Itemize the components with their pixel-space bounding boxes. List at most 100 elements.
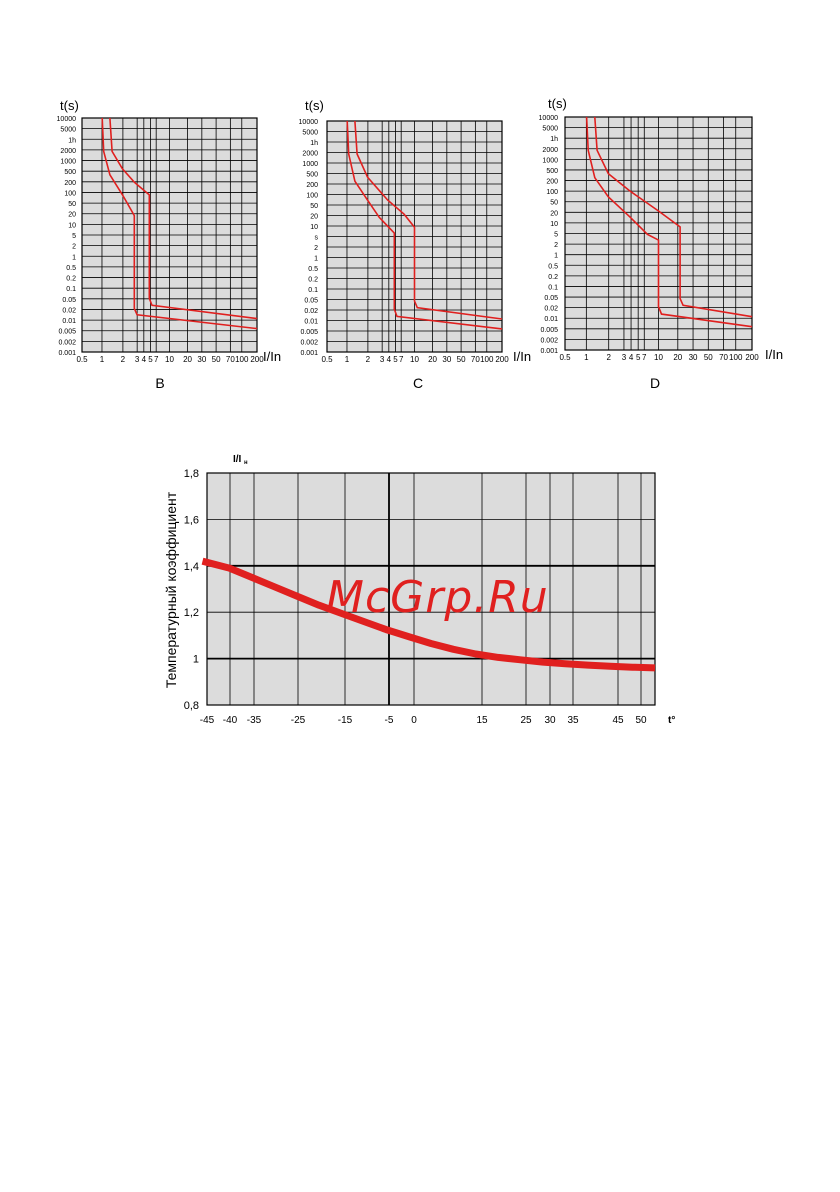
y-axis-title: Температурный коэффициент bbox=[163, 491, 179, 688]
y-tick-label: 0.5 bbox=[66, 265, 76, 272]
y-tick-label: 0.2 bbox=[308, 277, 318, 284]
y-tick-label: 0.02 bbox=[304, 308, 318, 315]
y-tick-label: 1,8 bbox=[184, 468, 199, 480]
x-tick-label: 4 bbox=[142, 355, 147, 364]
y-tick-label: 0.05 bbox=[62, 297, 76, 304]
x-axis-title: I/In bbox=[765, 347, 783, 362]
y-tick-label: 2 bbox=[72, 244, 76, 251]
x-tick-label: 10 bbox=[654, 353, 663, 362]
x-tick-label: 15 bbox=[476, 715, 488, 726]
y-tick-label: 2 bbox=[314, 245, 318, 252]
y-tick-label: 0.1 bbox=[308, 287, 318, 294]
y-tick-label: 10000 bbox=[299, 119, 319, 126]
y-tick-label: 10 bbox=[68, 222, 76, 229]
y-tick-label: 0.002 bbox=[540, 337, 558, 344]
trip-curve-upper bbox=[594, 116, 753, 318]
y-tick-label: s bbox=[315, 235, 319, 242]
y-tick-label: 0.01 bbox=[304, 319, 318, 326]
x-tick-label: 200 bbox=[745, 353, 759, 362]
y-tick-label: 500 bbox=[64, 169, 76, 176]
y-tick-label: 20 bbox=[550, 210, 558, 217]
y-tick-label: 0.001 bbox=[300, 350, 318, 357]
x-tick-label: 45 bbox=[612, 715, 624, 726]
trip-curve-lower bbox=[346, 120, 503, 330]
x-tick-label: 0.5 bbox=[76, 355, 88, 364]
y-unit-label: I/I bbox=[233, 454, 242, 465]
x-tick-label: -5 bbox=[385, 715, 394, 726]
y-tick-label: 0.1 bbox=[66, 286, 76, 293]
y-tick-label: 2000 bbox=[302, 151, 318, 158]
x-tick-label: 25 bbox=[520, 715, 532, 726]
y-tick-label: 2000 bbox=[60, 148, 76, 155]
y-tick-label: 5 bbox=[554, 232, 558, 239]
x-tick-label: 5 bbox=[636, 353, 641, 362]
y-tick-label: 0.005 bbox=[58, 329, 76, 336]
x-tick-label: -35 bbox=[247, 715, 262, 726]
y-unit-subscript: н bbox=[244, 460, 248, 466]
y-tick-label: 1000 bbox=[60, 159, 76, 166]
x-tick-label: 100 bbox=[480, 355, 494, 364]
y-tick-label: 2000 bbox=[542, 147, 558, 154]
x-tick-label: 30 bbox=[544, 715, 556, 726]
x-tick-label: 0.5 bbox=[321, 355, 333, 364]
x-axis-title: t° bbox=[668, 715, 675, 726]
y-axis-title: t(s) bbox=[548, 96, 567, 111]
x-tick-label: 70 bbox=[226, 355, 235, 364]
x-tick-label: 7 bbox=[399, 355, 404, 364]
x-tick-label: 35 bbox=[567, 715, 579, 726]
x-tick-label: 1 bbox=[584, 353, 589, 362]
y-tick-label: 1000 bbox=[302, 161, 318, 168]
x-tick-label: -45 bbox=[200, 715, 215, 726]
y-tick-label: 500 bbox=[306, 172, 318, 179]
y-tick-label: 10000 bbox=[57, 116, 77, 123]
x-tick-label: 0.5 bbox=[559, 353, 571, 362]
y-tick-label: 1h bbox=[550, 136, 558, 143]
y-tick-label: 50 bbox=[310, 203, 318, 210]
y-tick-label: 0.5 bbox=[548, 263, 558, 270]
x-tick-label: 50 bbox=[704, 353, 713, 362]
x-tick-label: 5 bbox=[393, 355, 398, 364]
x-tick-label: 50 bbox=[457, 355, 466, 364]
y-tick-label: 200 bbox=[64, 180, 76, 187]
x-tick-label: 50 bbox=[635, 715, 647, 726]
x-tick-label: 10 bbox=[410, 355, 419, 364]
y-tick-label: 1,2 bbox=[184, 607, 199, 619]
y-tick-label: 500 bbox=[546, 168, 558, 175]
trip-curve-lower bbox=[101, 117, 258, 330]
x-tick-label: 20 bbox=[428, 355, 437, 364]
x-tick-label: 0 bbox=[411, 715, 417, 726]
y-tick-label: 0.02 bbox=[62, 307, 76, 314]
y-tick-label: 1h bbox=[68, 137, 76, 144]
y-tick-label: 1,4 bbox=[184, 561, 199, 573]
y-tick-label: 10 bbox=[550, 221, 558, 228]
y-tick-label: 0.001 bbox=[58, 350, 76, 357]
x-tick-label: 70 bbox=[719, 353, 728, 362]
x-tick-label: 100 bbox=[235, 355, 249, 364]
x-tick-label: 2 bbox=[366, 355, 371, 364]
y-tick-label: 50 bbox=[550, 200, 558, 207]
y-tick-label: 0.005 bbox=[300, 329, 318, 336]
y-axis-title: t(s) bbox=[305, 98, 324, 113]
x-tick-label: 200 bbox=[495, 355, 509, 364]
x-axis-title: I/In bbox=[513, 349, 531, 364]
x-tick-label: 3 bbox=[135, 355, 140, 364]
x-tick-label: 200 bbox=[250, 355, 264, 364]
y-tick-label: 0.1 bbox=[548, 284, 558, 291]
y-tick-label: 1,6 bbox=[184, 514, 199, 526]
chart-label: C bbox=[413, 375, 423, 391]
y-tick-label: 20 bbox=[68, 212, 76, 219]
x-tick-label: 4 bbox=[387, 355, 392, 364]
x-tick-label: 30 bbox=[197, 355, 206, 364]
y-tick-label: 50 bbox=[68, 201, 76, 208]
x-axis-title: I/In bbox=[263, 349, 281, 364]
y-tick-label: 0.002 bbox=[300, 340, 318, 347]
x-tick-label: 2 bbox=[121, 355, 126, 364]
y-tick-label: 0.001 bbox=[540, 348, 558, 355]
x-tick-label: -40 bbox=[223, 715, 238, 726]
y-tick-label: 0,8 bbox=[184, 700, 199, 712]
y-tick-label: 100 bbox=[64, 190, 76, 197]
y-tick-label: 1 bbox=[193, 654, 199, 666]
x-tick-label: 20 bbox=[673, 353, 682, 362]
y-tick-label: 0.005 bbox=[540, 327, 558, 334]
